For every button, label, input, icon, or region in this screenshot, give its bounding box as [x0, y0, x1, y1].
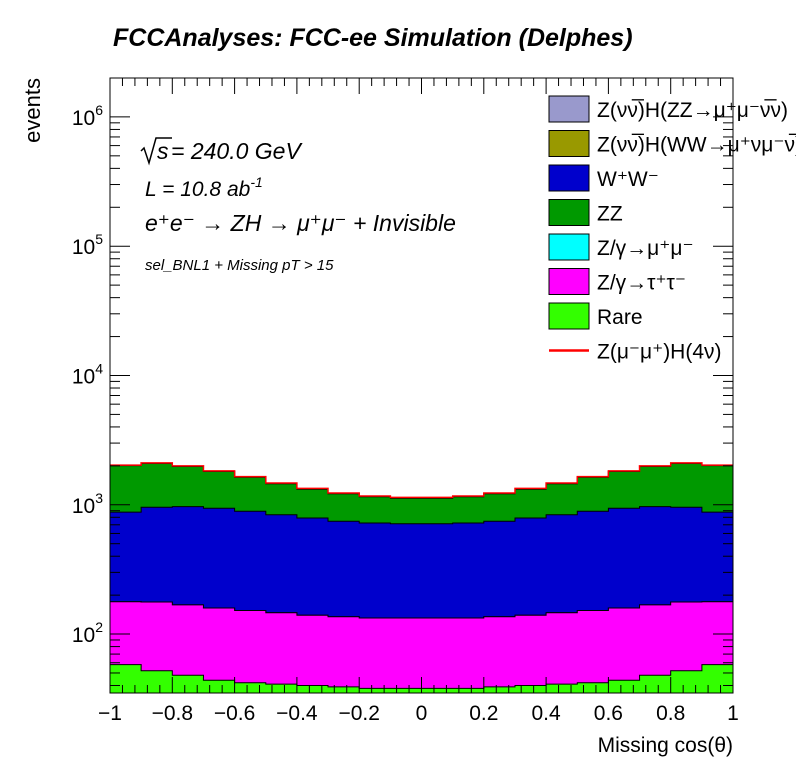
x-tick-label: −0.8 — [152, 702, 193, 725]
annotations: s = 240.0 GeV L = 10.8 ab-1 e⁺e⁻ → ZH → … — [140, 137, 456, 274]
legend-swatch — [548, 233, 590, 261]
stack-area-0-rare — [109, 664, 734, 694]
legend-entry: W⁺W⁻ — [597, 168, 659, 191]
energy-label: = 240.0 GeV — [171, 138, 303, 164]
x-tick-label: −0.4 — [276, 702, 318, 725]
signal-line — [110, 462, 733, 499]
legend: Z(νν̅)H(ZZ→μ⁺μ⁻ν̅ν) Z(νν̅)H(WW→μ⁺νμ⁻ν̅) W⁺… — [548, 95, 796, 364]
legend-entry: Z(νν̅)H(WW→μ⁺νμ⁻ν̅) — [597, 134, 796, 157]
chart-title: FCCAnalyses: FCC-ee Simulation (Delphes) — [113, 24, 633, 52]
legend-swatch — [548, 95, 590, 123]
y-tick-label: 102 — [72, 619, 103, 647]
luminosity-exponent: -1 — [250, 174, 262, 190]
x-tick-label: 0.8 — [656, 702, 685, 725]
stack-fills — [109, 462, 734, 694]
luminosity-label: L = 10.8 ab-1 — [145, 174, 263, 201]
y-tick-label: 104 — [72, 360, 103, 388]
sqrt-s-label: s — [157, 138, 169, 164]
signal-line-layer — [110, 462, 733, 499]
y-tick-label: 103 — [72, 490, 103, 518]
legend-entry: Z(μ⁻μ⁺)H(4ν) — [597, 341, 722, 364]
x-tick-label: 0.4 — [531, 702, 561, 725]
x-tick-label: −1 — [98, 702, 122, 725]
legend-swatch — [548, 302, 590, 330]
selection-label: sel_BNL1 + Missing pT > 15 — [145, 257, 334, 274]
sqrt-sign — [140, 137, 172, 166]
legend-swatch — [548, 164, 590, 192]
legend-swatch — [548, 130, 590, 157]
legend-swatch — [548, 268, 590, 295]
x-tick-label: 0.2 — [469, 702, 498, 725]
legend-entry: ZZ — [597, 203, 623, 226]
legend-entry: Z/γ→μ⁺μ⁻ — [597, 237, 694, 260]
x-tick-label: 1 — [727, 702, 739, 725]
y-tick-label: 105 — [72, 231, 103, 259]
axis-tick-labels: −1 −0.8 −0.6 −0.4 −0.2 0 0.2 0.4 0.6 0.8 1 102 103 10… — [72, 102, 739, 725]
x-tick-label: 0 — [416, 702, 428, 725]
legend-entry: Rare — [597, 306, 643, 329]
legend-entry: Z(νν̅)H(ZZ→μ⁺μ⁻ν̅ν) — [597, 99, 788, 122]
axis-ticks — [109, 77, 734, 693]
x-axis-label: Missing cos(θ) — [598, 734, 733, 757]
process-label: e⁺e⁻ → ZH → μ⁺μ⁻ + Invisible — [145, 210, 456, 236]
x-tick-label: −0.2 — [338, 702, 379, 725]
stack-area-1-z — [109, 601, 734, 694]
x-tick-label: 0.6 — [594, 702, 623, 725]
y-axis-label: events — [20, 78, 45, 143]
legend-entry: Z/γ→τ⁺τ⁻ — [597, 272, 686, 295]
x-tick-label: −0.6 — [214, 702, 255, 725]
luminosity-main: L = 10.8 ab — [145, 178, 251, 201]
legend-swatch — [548, 199, 590, 226]
y-tick-label: 106 — [72, 102, 103, 130]
